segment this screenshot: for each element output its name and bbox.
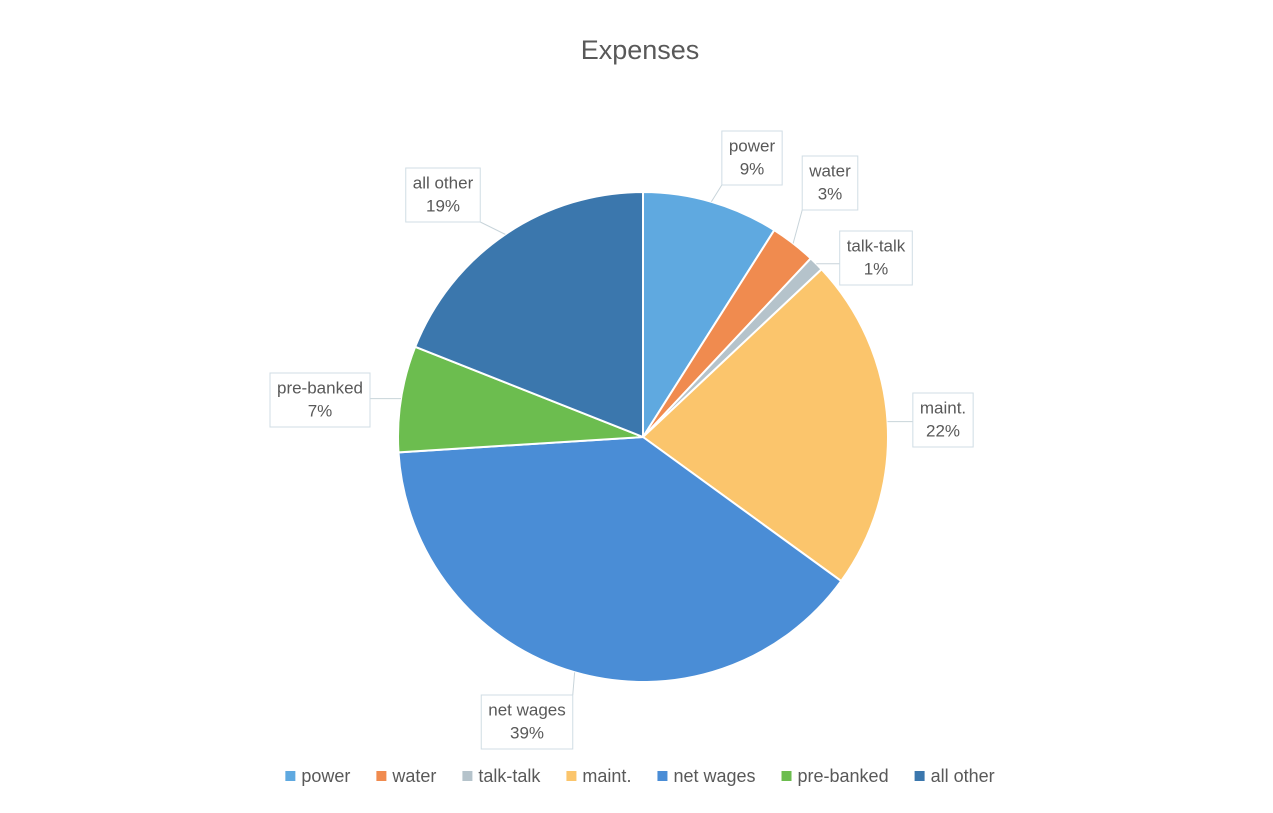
- legend-swatch: [376, 771, 387, 781]
- data-label: all other 19%: [405, 167, 481, 223]
- data-label-value: 22%: [926, 421, 960, 440]
- data-label-box: [721, 130, 783, 186]
- legend-swatch: [285, 771, 296, 781]
- data-label-name: all other: [413, 173, 474, 192]
- data-label: power 9%: [721, 130, 783, 186]
- legend-swatch: [657, 771, 668, 781]
- data-label-box: [839, 230, 913, 286]
- data-label-name: pre-banked: [277, 378, 363, 397]
- data-label-name: maint.: [920, 398, 966, 417]
- data-label: talk-talk 1%: [839, 230, 913, 286]
- data-label: water 3%: [801, 155, 859, 211]
- data-label-name: talk-talk: [847, 236, 906, 255]
- legend-label: net wages: [673, 766, 755, 786]
- legend-label: water: [391, 766, 436, 786]
- data-label-value: 39%: [510, 723, 544, 742]
- data-label-box: [480, 694, 574, 750]
- data-label-value: 19%: [426, 196, 460, 215]
- pie-slice: [642, 190, 776, 441]
- data-label-box: [405, 167, 481, 223]
- legend-swatch: [566, 771, 577, 781]
- data-label: net wages 39%: [480, 694, 574, 750]
- data-label-value: 3%: [818, 184, 843, 203]
- data-label-name: power: [729, 136, 776, 155]
- legend-label: talk-talk: [478, 766, 541, 786]
- data-label-name: net wages: [488, 700, 566, 719]
- chart-title: Expenses: [581, 35, 700, 65]
- legend-label: maint.: [582, 766, 631, 786]
- legend-label: pre-banked: [798, 766, 889, 786]
- legend-swatch: [914, 771, 925, 781]
- data-label-value: 7%: [308, 401, 333, 420]
- leader-line: [710, 184, 723, 202]
- data-label: maint. 22%: [912, 392, 974, 448]
- legend-label: power: [301, 766, 350, 786]
- data-label-box: [912, 392, 974, 448]
- data-label-value: 9%: [740, 159, 765, 178]
- legend-swatch: [781, 771, 792, 781]
- data-label: pre-banked 7%: [269, 372, 371, 428]
- legend: power water talk-talk maint. net wages pre-ba…: [285, 766, 995, 786]
- pie-slice: [397, 435, 843, 683]
- data-label-name: water: [808, 161, 851, 180]
- leader-line: [480, 221, 506, 235]
- leader-line: [792, 209, 803, 244]
- data-label-value: 1%: [864, 259, 889, 278]
- legend-label: all other: [931, 766, 995, 786]
- pie-slice: [413, 190, 644, 439]
- pie: [397, 190, 889, 683]
- leader-line: [572, 672, 576, 696]
- pie-slice: [641, 267, 889, 583]
- data-label-box: [801, 155, 859, 211]
- pie-slice: [397, 345, 644, 454]
- legend-swatch: [462, 771, 473, 781]
- data-label-box: [269, 372, 371, 428]
